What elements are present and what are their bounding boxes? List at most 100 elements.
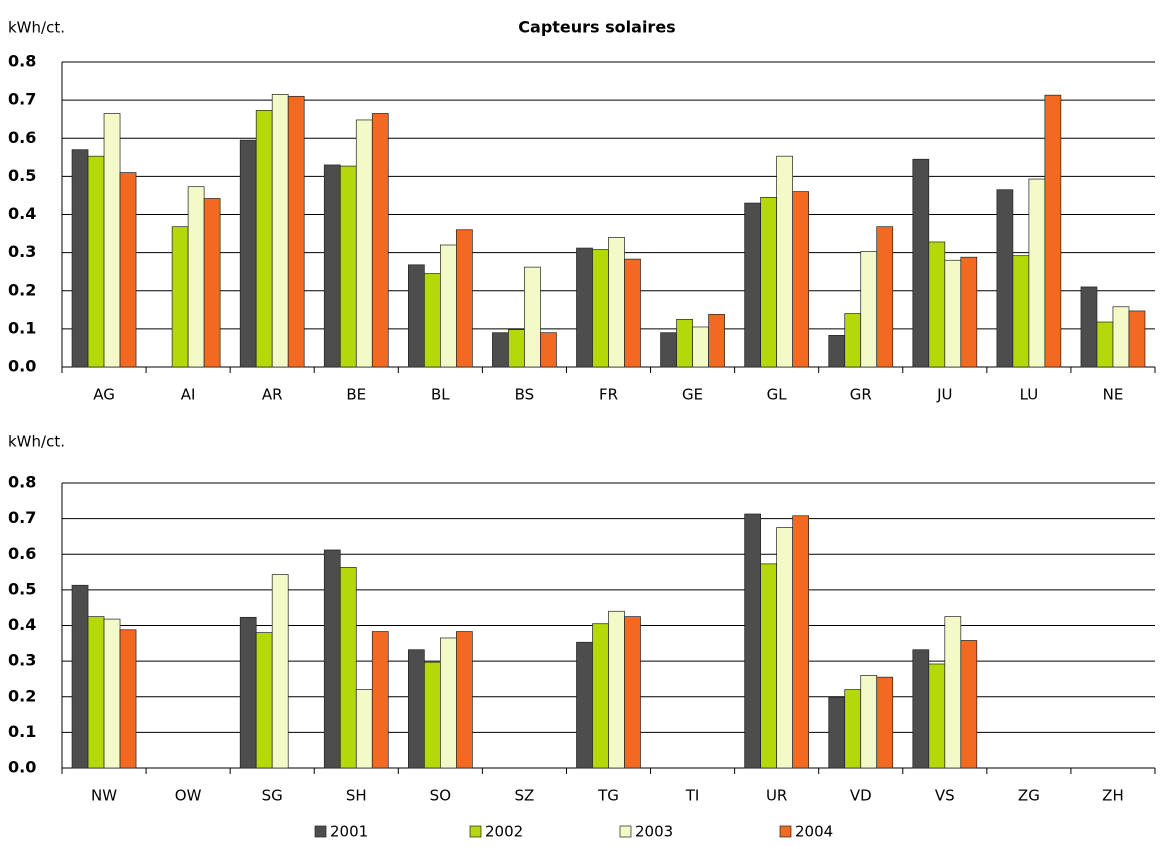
x-tick-label: BS: [515, 386, 535, 404]
bar: [592, 249, 609, 368]
y-tick-label: 0.4: [8, 204, 36, 223]
x-tick-label: SZ: [515, 787, 535, 805]
bar: [624, 616, 641, 769]
bar: [944, 259, 962, 368]
bar: [103, 618, 121, 769]
bar: [708, 314, 725, 368]
bar: [239, 139, 257, 368]
x-tick-label: AG: [93, 386, 115, 404]
x-tick-label: FR: [599, 386, 618, 404]
bar: [576, 247, 593, 368]
y-tick-label: 0.5: [8, 579, 36, 598]
bar: [371, 631, 389, 769]
bar: [423, 661, 441, 769]
y-tick-label: 0.3: [8, 651, 36, 670]
bar: [1128, 310, 1146, 368]
bar: [608, 237, 625, 368]
bar: [776, 155, 794, 368]
bar: [608, 610, 625, 769]
bar: [876, 226, 894, 368]
x-tick-label: OW: [175, 787, 202, 805]
bar: [323, 549, 341, 769]
bar: [960, 640, 978, 769]
y-tick-label: 0.5: [8, 166, 36, 185]
bar: [960, 256, 978, 368]
x-tick-label: TG: [597, 787, 619, 805]
bar: [271, 94, 289, 368]
x-tick-label: NW: [91, 787, 117, 805]
bar: [287, 95, 305, 368]
y-axis-label: kWh/ct.: [8, 433, 65, 451]
bar: [592, 623, 609, 769]
bar: [744, 202, 762, 368]
x-tick-label: GE: [682, 386, 703, 404]
bar: [187, 186, 205, 368]
bar: [1012, 255, 1030, 368]
bar: [439, 637, 457, 769]
bar: [455, 631, 473, 769]
bar: [423, 273, 441, 368]
x-tick-label: ZG: [1018, 787, 1040, 805]
y-tick-label: 0.2: [8, 686, 36, 705]
bar: [355, 689, 373, 769]
bar: [996, 189, 1014, 368]
bar: [339, 165, 357, 368]
y-tick-label: 0.6: [8, 128, 36, 147]
bar: [660, 332, 677, 368]
bar: [828, 697, 846, 769]
bar: [860, 251, 878, 368]
bar: [1044, 94, 1062, 368]
x-tick-label: BE: [346, 386, 366, 404]
bar: [524, 266, 541, 368]
x-tick-label: LU: [1020, 386, 1039, 404]
y-tick-label: 0.6: [8, 544, 36, 563]
y-tick-label: 0.1: [8, 318, 36, 337]
bar: [407, 264, 425, 368]
x-tick-label: SG: [262, 787, 283, 805]
bar: [407, 649, 425, 769]
y-tick-label: 0.1: [8, 722, 36, 741]
bar: [760, 196, 778, 368]
legend-label: 2003: [635, 823, 673, 841]
x-tick-label: UR: [766, 787, 787, 805]
bar: [71, 584, 89, 769]
bar: [944, 616, 962, 769]
chart-title: Capteurs solaires: [518, 18, 675, 37]
x-tick-label: ZH: [1102, 787, 1124, 805]
bar: [87, 155, 105, 368]
bar: [203, 198, 221, 368]
y-tick-label: 0.3: [8, 242, 36, 261]
legend-label: 2001: [330, 823, 368, 841]
bar: [844, 689, 862, 769]
bar: [912, 158, 930, 368]
legend-swatch: [469, 825, 482, 838]
bar: [371, 113, 389, 368]
x-tick-label: BL: [431, 386, 450, 404]
bar: [744, 513, 762, 769]
bar: [760, 563, 778, 769]
bar: [455, 229, 473, 368]
x-tick-label: AI: [181, 386, 196, 404]
bar: [119, 629, 137, 769]
bar: [1028, 178, 1046, 368]
y-tick-label: 0.7: [8, 508, 36, 527]
bar: [776, 527, 794, 769]
bar: [239, 616, 257, 769]
bar: [271, 574, 289, 769]
bar: [876, 676, 894, 769]
bar: [792, 515, 810, 769]
bar: [71, 149, 89, 368]
legend-swatch: [314, 825, 327, 838]
x-tick-label: VD: [850, 787, 872, 805]
bar: [355, 119, 373, 368]
bar: [576, 641, 593, 769]
y-tick-label: 0.0: [8, 357, 36, 376]
bar: [255, 110, 273, 368]
x-tick-label: AR: [262, 386, 283, 404]
bar: [103, 113, 121, 368]
y-tick-label: 0.0: [8, 758, 36, 777]
y-axis-label: kWh/ct.: [8, 19, 65, 37]
bar: [171, 226, 189, 368]
y-tick-label: 0.8: [8, 473, 36, 492]
